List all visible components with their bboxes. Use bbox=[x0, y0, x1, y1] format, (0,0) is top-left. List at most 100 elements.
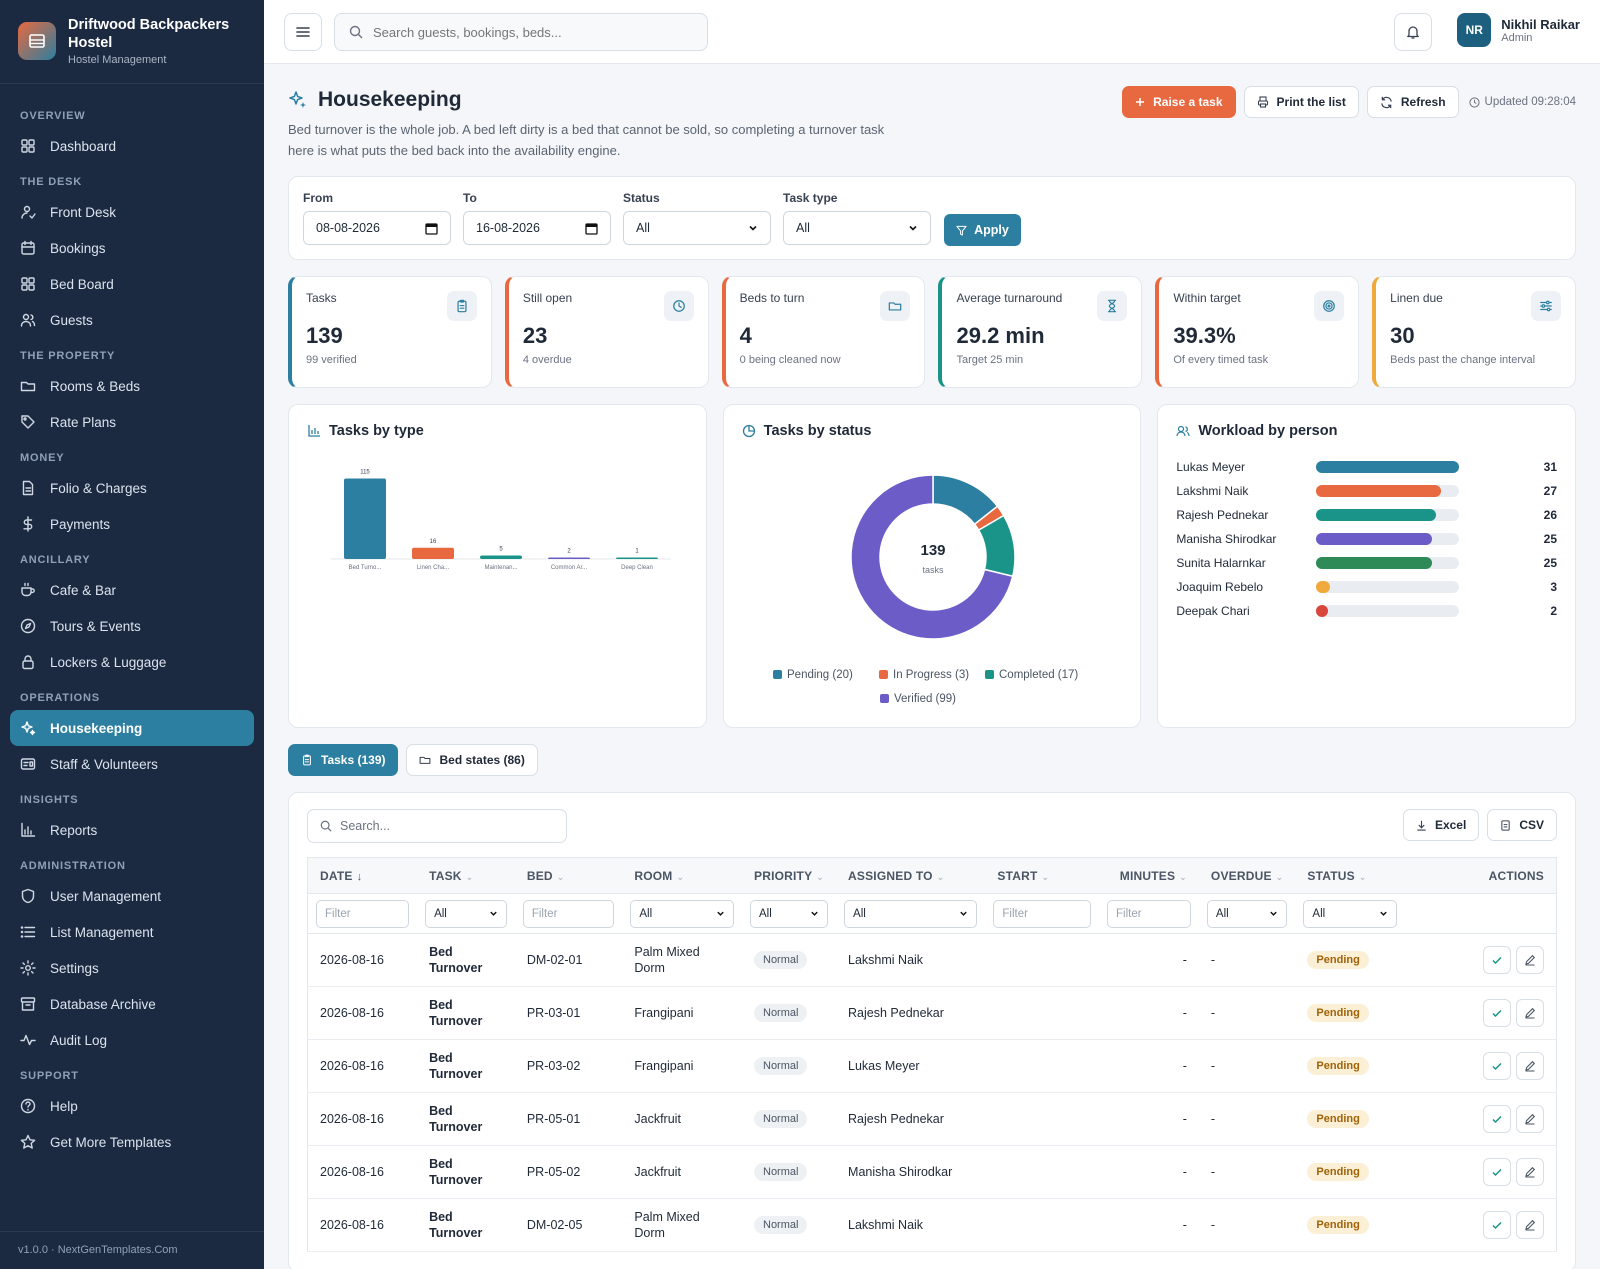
column-filter-select[interactable]: All bbox=[1206, 899, 1288, 928]
column-filter-select[interactable]: All bbox=[1303, 899, 1398, 928]
edit-task-button[interactable] bbox=[1516, 999, 1544, 1027]
sidebar-item-user-management[interactable]: User Management bbox=[10, 878, 254, 914]
column-filter-input[interactable]: Filter bbox=[993, 899, 1092, 928]
complete-task-button[interactable] bbox=[1483, 946, 1511, 974]
sidebar-item-settings[interactable]: Settings bbox=[10, 950, 254, 986]
export-csv-button[interactable]: CSV bbox=[1487, 809, 1557, 841]
column-filter-input[interactable]: Filter bbox=[1107, 899, 1191, 928]
column-header-room[interactable]: Room ⌄ bbox=[622, 857, 742, 894]
complete-task-button[interactable] bbox=[1483, 1211, 1511, 1239]
check-icon bbox=[1492, 1009, 1502, 1018]
menu-toggle-button[interactable] bbox=[284, 13, 322, 51]
sidebar-item-help[interactable]: Help bbox=[10, 1088, 254, 1124]
filter-cell: All bbox=[1198, 893, 1296, 934]
print-list-button[interactable]: Print the list bbox=[1243, 86, 1359, 118]
sidebar-item-database-archive[interactable]: Database Archive bbox=[10, 986, 254, 1022]
tab-bed-states[interactable]: Bed states (86) bbox=[406, 744, 538, 776]
sidebar-item-front-desk[interactable]: Front Desk bbox=[10, 194, 254, 230]
column-filter-select[interactable]: All bbox=[844, 899, 978, 928]
column-header-task[interactable]: Task ⌄ bbox=[417, 857, 515, 894]
complete-task-button[interactable] bbox=[1483, 1158, 1511, 1186]
table-search-input[interactable]: Search... bbox=[307, 809, 567, 843]
column-header-start[interactable]: Start ⌄ bbox=[985, 857, 1100, 894]
edit-task-button[interactable] bbox=[1516, 946, 1544, 974]
to-date-input[interactable]: 16-08-2026 bbox=[463, 211, 611, 245]
sidebar-nav: Overview Dashboard The Desk Front Desk Booki… bbox=[0, 84, 264, 1160]
sidebar-item-rooms-beds[interactable]: Rooms & Beds bbox=[10, 368, 254, 404]
sidebar-item-folio-charges[interactable]: Folio & Charges bbox=[10, 470, 254, 506]
workload-row: Lukas Meyer 31 bbox=[1176, 455, 1557, 479]
global-search[interactable] bbox=[334, 13, 708, 51]
table-row[interactable]: 2026-08-16 Bed Turnover PR-05-01 Jackfruit N… bbox=[307, 1092, 1557, 1146]
column-header-minutes[interactable]: Minutes ⌄ bbox=[1099, 857, 1199, 894]
refresh-button[interactable]: Refresh bbox=[1366, 86, 1459, 118]
raise-task-button[interactable]: Raise a task bbox=[1122, 86, 1236, 118]
sidebar-item-bookings[interactable]: Bookings bbox=[10, 230, 254, 266]
task-type-value: All bbox=[796, 221, 810, 235]
kpi-row: Tasks 139 99 verified Still open 23 4 overdue… bbox=[288, 276, 1576, 388]
sidebar-item-label: Payments bbox=[50, 516, 111, 532]
task-type-select[interactable]: All bbox=[783, 211, 931, 245]
column-filter-input[interactable]: Filter bbox=[316, 899, 410, 928]
table-row[interactable]: 2026-08-16 Bed Turnover DM-02-01 Palm Mixed… bbox=[307, 933, 1557, 987]
edit-task-button[interactable] bbox=[1516, 1211, 1544, 1239]
export-excel-button[interactable]: Excel bbox=[1402, 809, 1480, 841]
edit-task-button[interactable] bbox=[1516, 1158, 1544, 1186]
column-header-label: Overdue bbox=[1210, 868, 1272, 883]
sidebar-item-get-more-templates[interactable]: Get More Templates bbox=[10, 1124, 254, 1160]
table-row[interactable]: 2026-08-16 Bed Turnover DM-02-05 Palm Mixed… bbox=[307, 1198, 1557, 1252]
cell-priority: Normal bbox=[742, 1092, 837, 1146]
nav-section-label: Administration bbox=[20, 860, 126, 872]
workload-bar-fill bbox=[1316, 485, 1441, 497]
column-filter-input[interactable]: Filter bbox=[522, 899, 615, 928]
column-filter-select[interactable]: All bbox=[630, 899, 734, 928]
edit-task-button[interactable] bbox=[1516, 1052, 1544, 1080]
sort-icon: ⌄ bbox=[936, 871, 945, 882]
table-row[interactable]: 2026-08-16 Bed Turnover PR-05-02 Jackfruit N… bbox=[307, 1145, 1557, 1199]
workload-count: 31 bbox=[1543, 460, 1558, 474]
user-menu[interactable]: NR Nikhil Raikar Admin bbox=[1457, 13, 1580, 47]
sidebar-item-list-management[interactable]: List Management bbox=[10, 914, 254, 950]
column-filter-select[interactable]: All bbox=[425, 899, 507, 928]
notifications-button[interactable] bbox=[1394, 13, 1432, 51]
column-header-overdue[interactable]: Overdue ⌄ bbox=[1198, 857, 1296, 894]
column-header-bed[interactable]: Bed ⌄ bbox=[514, 857, 623, 894]
global-search-input[interactable] bbox=[373, 24, 683, 40]
complete-task-button[interactable] bbox=[1483, 1052, 1511, 1080]
sidebar-item-housekeeping[interactable]: Housekeeping bbox=[10, 710, 254, 746]
tab-tasks[interactable]: Tasks (139) bbox=[288, 744, 399, 776]
sidebar-item-staff-volunteers[interactable]: Staff & Volunteers bbox=[10, 746, 254, 782]
sidebar-item-rate-plans[interactable]: Rate Plans bbox=[10, 404, 254, 440]
sidebar-item-reports[interactable]: Reports bbox=[10, 812, 254, 848]
workload-row: Lakshmi Naik 27 bbox=[1176, 479, 1557, 503]
complete-task-button[interactable] bbox=[1483, 1105, 1511, 1133]
column-header-date[interactable]: Date ↓ bbox=[307, 857, 418, 894]
apply-filters-button[interactable]: Apply bbox=[944, 214, 1021, 246]
kpi-subtext: Of every timed task bbox=[1173, 354, 1269, 366]
column-header-priority[interactable]: Priority ⌄ bbox=[742, 857, 837, 894]
kpi-icon-box bbox=[663, 291, 694, 321]
complete-task-button[interactable] bbox=[1483, 999, 1511, 1027]
column-header-actions[interactable]: Actions bbox=[1405, 857, 1557, 894]
sidebar-item-lockers-luggage[interactable]: Lockers & Luggage bbox=[10, 644, 254, 680]
table-row[interactable]: 2026-08-16 Bed Turnover PR-03-01 Frangipani… bbox=[307, 986, 1557, 1040]
refresh-label: Refresh bbox=[1400, 95, 1446, 109]
from-date-input[interactable]: 08-08-2026 bbox=[303, 211, 451, 245]
status-select[interactable]: All bbox=[623, 211, 771, 245]
sidebar-item-tours-events[interactable]: Tours & Events bbox=[10, 608, 254, 644]
column-filter-select[interactable]: All bbox=[750, 899, 829, 928]
cell-minutes: - bbox=[1099, 1092, 1199, 1146]
table-row[interactable]: 2026-08-16 Bed Turnover PR-03-02 Frangipani… bbox=[307, 1039, 1557, 1093]
cell-bed: DM-02-05 bbox=[514, 1198, 623, 1252]
sidebar-item-guests[interactable]: Guests bbox=[10, 302, 254, 338]
column-header-assigned-to[interactable]: Assigned To ⌄ bbox=[836, 857, 986, 894]
sidebar-item-audit-log[interactable]: Audit Log bbox=[10, 1022, 254, 1058]
sidebar-item-cafe-bar[interactable]: Cafe & Bar bbox=[10, 572, 254, 608]
to-filter: To 16-08-2026 bbox=[463, 191, 611, 245]
sidebar-item-bed-board[interactable]: Bed Board bbox=[10, 266, 254, 302]
sidebar-item-payments[interactable]: Payments bbox=[10, 506, 254, 542]
column-header-status[interactable]: Status ⌄ bbox=[1295, 857, 1406, 894]
edit-task-button[interactable] bbox=[1516, 1105, 1544, 1133]
sidebar-item-dashboard[interactable]: Dashboard bbox=[10, 128, 254, 164]
filter-placeholder: Filter bbox=[1002, 907, 1028, 920]
